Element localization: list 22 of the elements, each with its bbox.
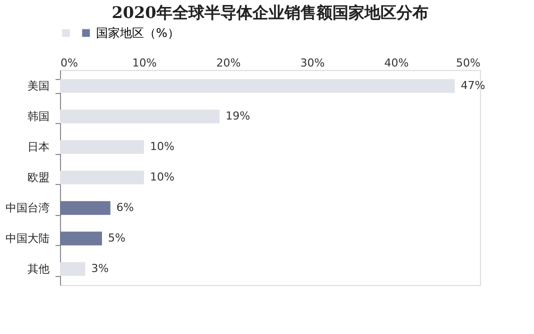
y-tick-label: 欧盟 [28,171,50,184]
data-label: 10% [150,140,174,154]
y-tick-label: 中国台湾 [6,201,50,214]
x-tick-label: 30% [300,56,325,70]
data-label: 19% [226,110,250,123]
x-tick-label: 10% [132,56,157,70]
data-label: 10% [150,170,174,184]
data-label: 5% [108,231,126,244]
x-tick-label: 50% [456,56,480,70]
y-tick-label: 美国 [28,80,50,93]
data-label: 6% [116,200,134,214]
data-label: 3% [91,262,109,275]
x-tick-label: 40% [384,56,409,70]
y-tick-label: 中国大陆 [6,232,50,245]
y-tick-label: 日本 [28,140,50,154]
x-tick-label: 20% [216,56,241,70]
y-tick-label: 其他 [28,262,50,276]
legend-label: 国家地区（%） [96,26,180,40]
y-tick-label: 韩国 [28,110,50,124]
x-tick-label: 0% [60,56,78,70]
data-label: 47% [460,79,486,92]
chart-title: 2020年全球半导体企业销售额国家地区分布 [112,3,428,22]
